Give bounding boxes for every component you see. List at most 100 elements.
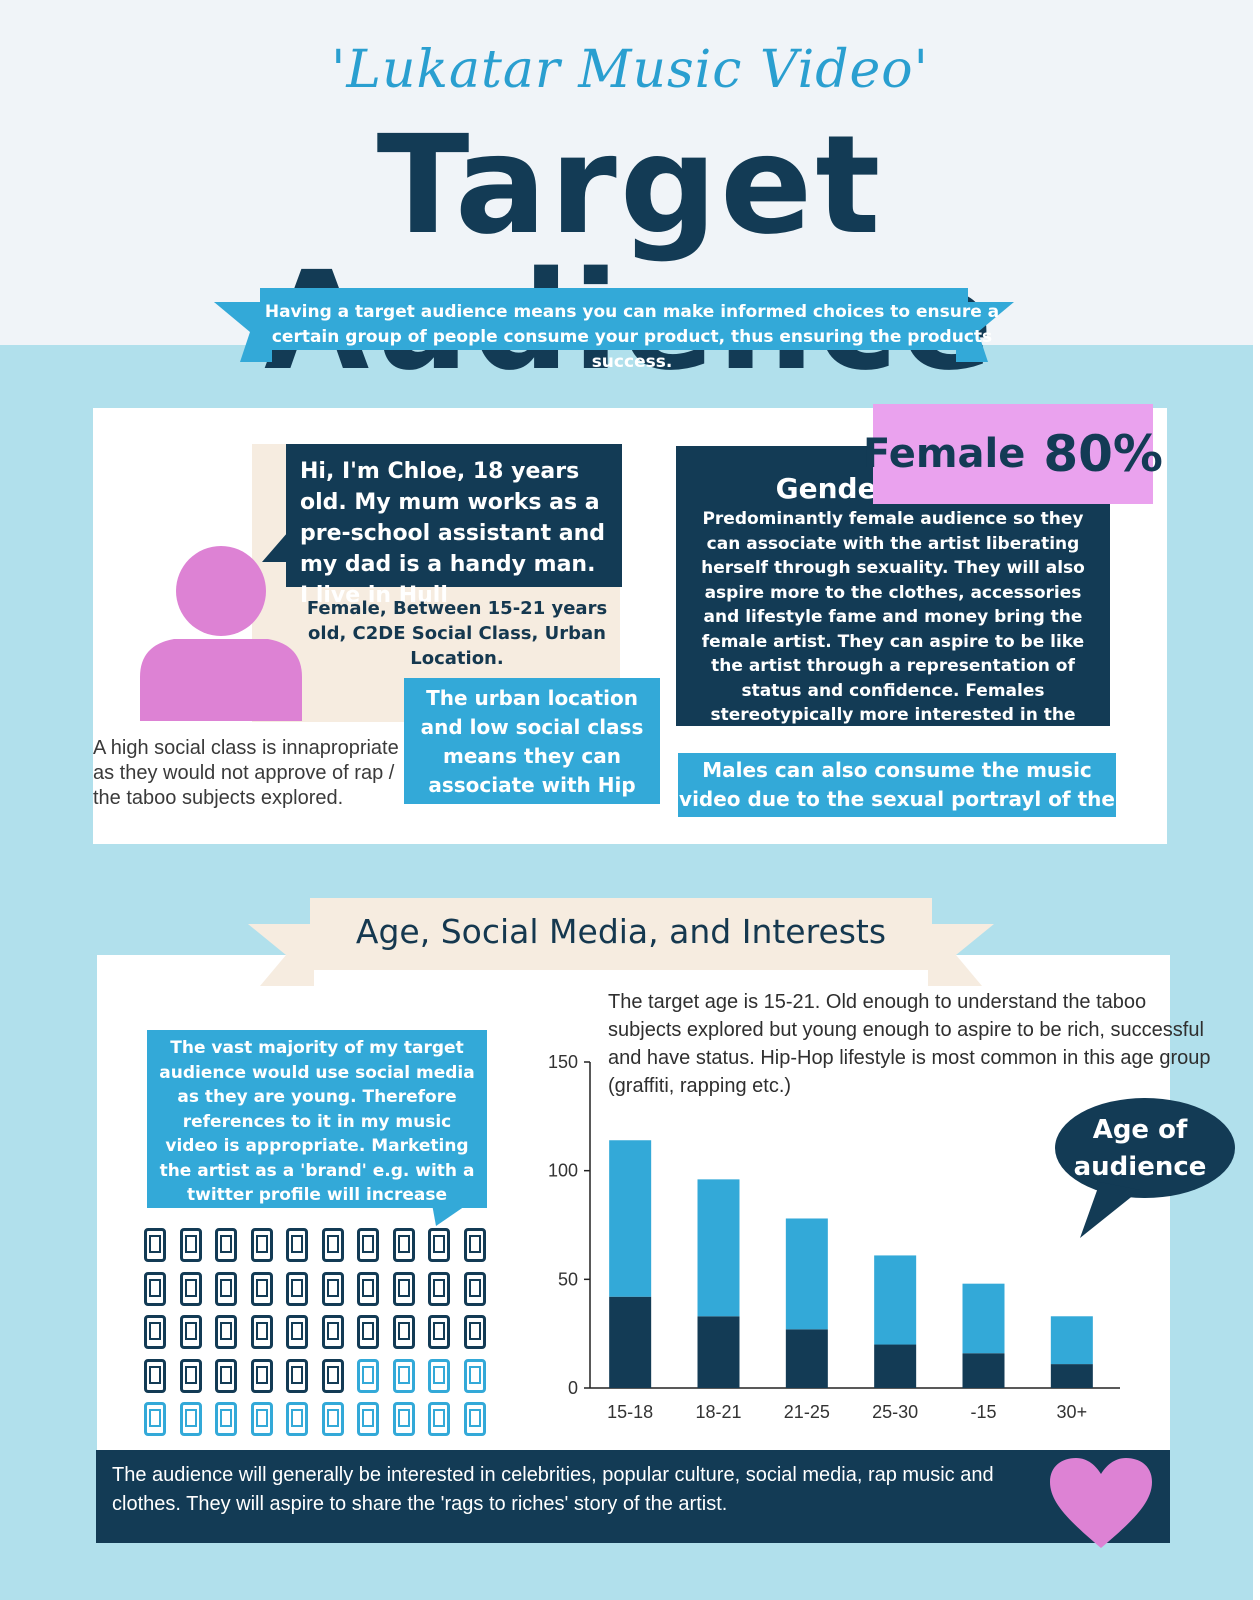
bar-upper	[962, 1283, 1005, 1354]
phone-icon	[357, 1228, 379, 1262]
phone-icon	[250, 1228, 273, 1262]
y-tick-label: 100	[548, 1161, 578, 1181]
section-ribbon	[248, 898, 994, 986]
x-tick-label: 21-25	[784, 1402, 830, 1422]
person-icon	[140, 546, 302, 721]
phone-icon	[179, 1228, 202, 1262]
female-label: Female	[862, 431, 1026, 477]
persona-speech: Hi, I'm Chloe, 18 years old. My mum work…	[286, 444, 622, 608]
bar-lower	[785, 1329, 828, 1388]
phone-icon	[357, 1402, 379, 1436]
interests-text: The audience will generally be intereste…	[112, 1464, 994, 1515]
bar-lower	[874, 1344, 917, 1388]
age-chart: 0 50 100 150 15-18 18-21 21-25 25-30 -15 30+	[548, 1052, 1120, 1422]
phone-icon	[357, 1358, 379, 1393]
phone-icon	[250, 1271, 273, 1306]
bar-lower	[962, 1353, 1005, 1388]
age-description: The target age is 15-21. Old enough to u…	[608, 991, 1211, 1097]
header-background	[0, 0, 1260, 345]
males-note: Males can also consume the music video d…	[678, 753, 1116, 840]
phone-icon	[179, 1271, 202, 1306]
interests-footer	[96, 1450, 1170, 1543]
phone-icon	[392, 1315, 415, 1349]
phone-icon	[463, 1315, 486, 1349]
phone-icon	[250, 1315, 273, 1349]
phone-icon	[463, 1271, 486, 1306]
phone-icon	[179, 1315, 202, 1349]
intro-ribbon-text: Having a target audience means you can m…	[264, 302, 1000, 372]
urban-note: The urban location and low social class …	[404, 678, 660, 826]
phone-icon	[286, 1315, 308, 1349]
phone-icon	[463, 1402, 486, 1436]
age-bubble	[1055, 1098, 1235, 1238]
heart-icon	[1050, 1458, 1152, 1548]
phone-icon	[179, 1402, 202, 1436]
ribbon-body	[260, 288, 968, 350]
phone-icon	[250, 1358, 273, 1393]
right-edge	[1253, 0, 1260, 1600]
x-tick-label: 25-30	[872, 1402, 918, 1422]
phone-icon	[215, 1228, 237, 1262]
phone-icon	[144, 1271, 166, 1306]
phone-icon	[179, 1358, 202, 1393]
phone-icon	[286, 1228, 308, 1262]
phone-icon	[321, 1315, 344, 1349]
page-subtitle: 'Lukatar Music Video'	[331, 40, 929, 100]
persona-info: Female, Between 15-21 years old, C2DE So…	[306, 598, 608, 669]
phone-icon	[428, 1228, 450, 1262]
bar-upper	[785, 1218, 828, 1330]
bar-upper	[609, 1140, 652, 1297]
phone-icon	[321, 1228, 344, 1262]
phone-icon	[286, 1402, 308, 1436]
y-tick-label: 150	[548, 1052, 578, 1072]
phone-icon	[144, 1228, 166, 1262]
phone-icon	[144, 1402, 166, 1436]
phone-icon	[428, 1315, 450, 1349]
phone-icon	[392, 1402, 415, 1436]
bar-upper	[1050, 1316, 1093, 1365]
gender-box: Gender Predominantly female audience so …	[676, 446, 1110, 774]
social-media-note: The vast majority of my target audience …	[147, 1030, 487, 1230]
phone-icon	[463, 1228, 486, 1262]
gender-text: Predominantly female audience so they ca…	[701, 509, 1085, 774]
phone-icon	[215, 1358, 237, 1393]
phone-icon	[392, 1271, 415, 1306]
bar-lower	[609, 1296, 652, 1388]
phone-icon	[215, 1315, 237, 1349]
x-tick-label: 30+	[1057, 1402, 1088, 1422]
social-note-pointer	[432, 1204, 468, 1226]
speech-pointer	[262, 532, 288, 562]
phone-icon	[250, 1402, 273, 1436]
phone-grid	[144, 1228, 496, 1438]
phone-icon	[357, 1271, 379, 1306]
phone-icon	[286, 1271, 308, 1306]
female-percent: 80%	[1043, 425, 1164, 483]
ribbon-right-end	[956, 302, 1014, 362]
phone-icon	[392, 1228, 415, 1262]
gender-title: Gender	[775, 472, 891, 505]
phone-icon	[392, 1358, 415, 1393]
intro-ribbon	[214, 288, 1014, 362]
phone-icon	[215, 1402, 237, 1436]
phone-icon	[321, 1358, 344, 1393]
bar-lower	[697, 1316, 740, 1388]
section-title: Age, Social Media, and Interests	[355, 912, 887, 951]
y-tick-label: 0	[568, 1378, 578, 1398]
bar-lower	[1050, 1364, 1093, 1388]
phone-icon	[428, 1358, 450, 1393]
female-percent-badge: Female 80%	[863, 404, 1163, 504]
phone-icon	[144, 1315, 166, 1349]
ribbon-left-end	[214, 302, 272, 362]
x-tick-label: -15	[970, 1402, 996, 1422]
phone-icon	[463, 1358, 486, 1393]
phone-icon	[428, 1271, 450, 1306]
x-tick-label: 15-18	[607, 1402, 653, 1422]
phone-icon	[144, 1358, 166, 1393]
bar-upper	[697, 1179, 740, 1317]
high-class-note: A high social class is innapropriate as …	[93, 737, 399, 809]
phone-icon	[321, 1271, 344, 1306]
phone-icon	[286, 1358, 308, 1393]
bar-upper	[874, 1255, 917, 1345]
phone-icon	[321, 1402, 344, 1436]
phone-icon	[215, 1271, 237, 1306]
